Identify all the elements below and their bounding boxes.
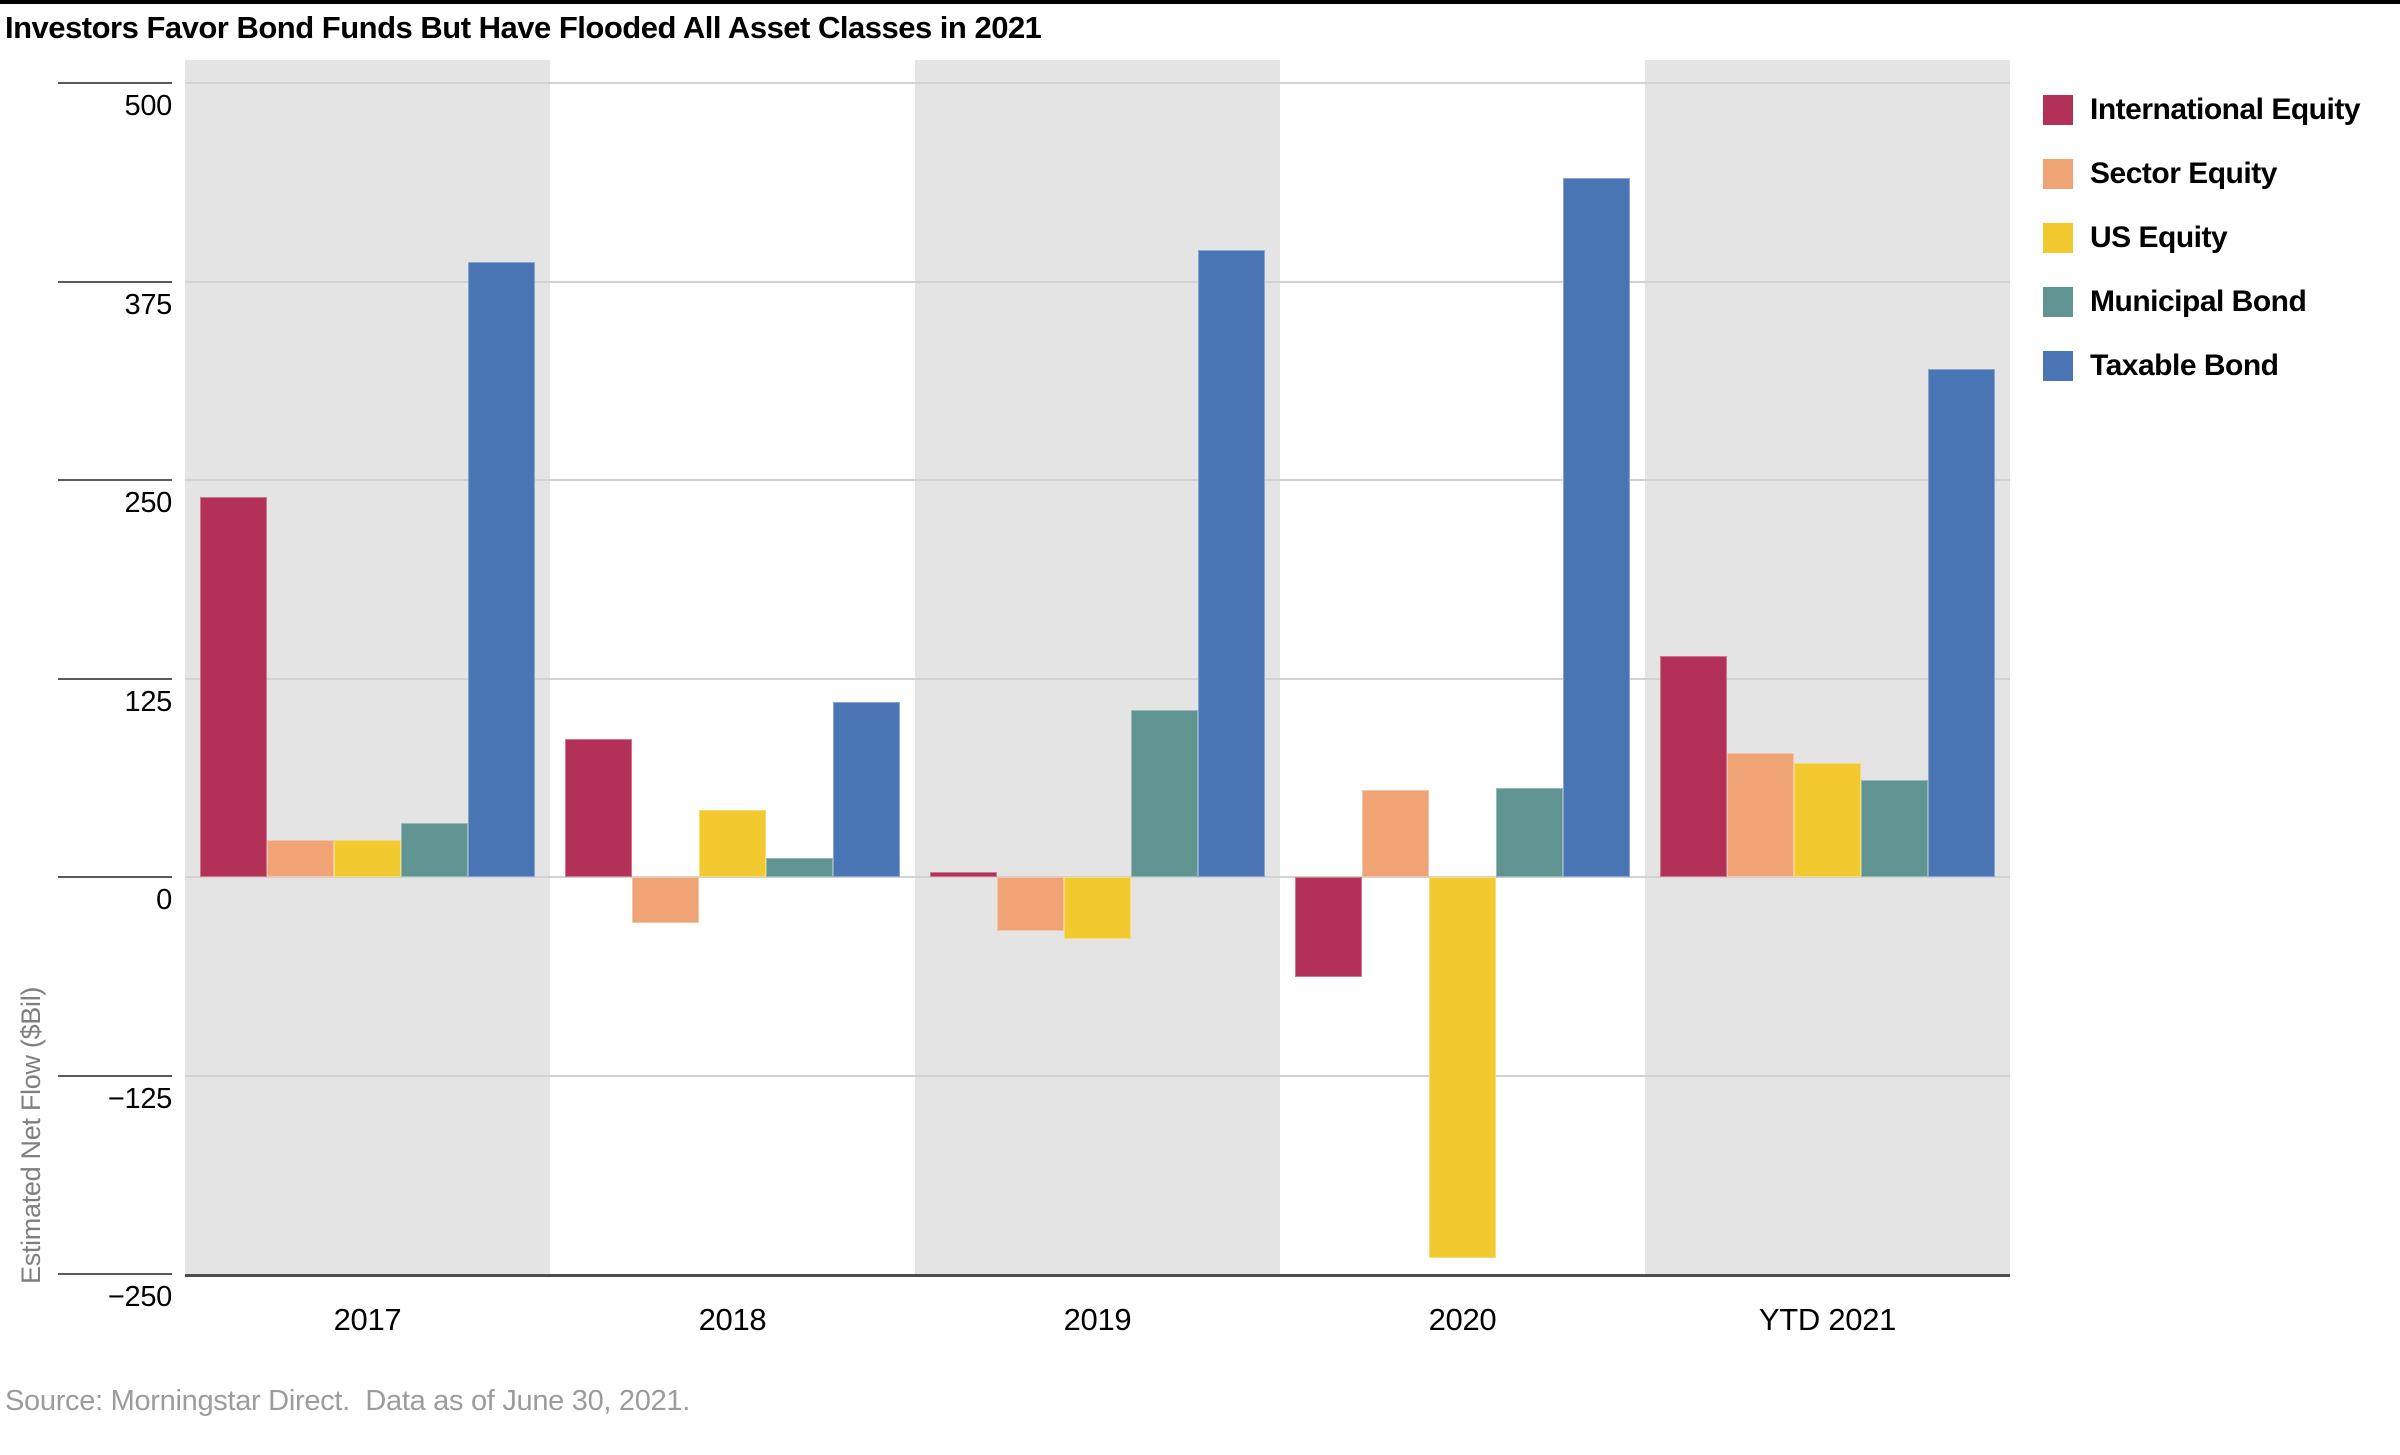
source-note: Source: Morningstar Direct. Data as of J… [5, 1385, 690, 1417]
bar-sector-equity-2018 [632, 877, 699, 924]
legend-item-municipal-bond: Municipal Bond [2043, 285, 2307, 319]
x-label-2019: 2019 [1063, 1302, 1132, 1337]
x-axis-line [185, 1274, 2010, 1277]
legend-item-taxable-bond: Taxable Bond [2043, 349, 2279, 383]
gridline-125 [185, 677, 2010, 680]
bar-municipal-bond-2020 [1496, 788, 1563, 877]
bar-taxable-bond-2018 [833, 702, 900, 877]
bar-sector-equity-2019 [997, 877, 1064, 931]
bar-sector-equity-2020 [1362, 789, 1429, 877]
y-tick-label--125: −125 [107, 1082, 172, 1115]
legend-item-international-equity: International Equity [2043, 93, 2361, 127]
y-tick-0 [58, 876, 172, 878]
legend-swatch-taxable-bond [2043, 351, 2073, 381]
gridline-500 [185, 82, 2010, 84]
legend-label-taxable-bond: Taxable Bond [2090, 349, 2279, 382]
year-band-2018 [550, 60, 915, 1276]
y-tick-500 [58, 82, 172, 84]
legend-label-sector-equity: Sector Equity [2090, 157, 2277, 190]
bar-us-equity-2018 [699, 810, 766, 877]
x-label-2020: 2020 [1428, 1302, 1497, 1337]
bar-international-equity-2018 [565, 738, 632, 877]
top-rule [0, 0, 2400, 4]
bar-taxable-bond-2020 [1563, 178, 1630, 877]
y-tick-label-500: 500 [124, 90, 173, 122]
y-tick-label-250: 250 [124, 487, 173, 519]
plot-area [185, 60, 2010, 1276]
bar-international-equity-2020 [1295, 877, 1362, 978]
bar-us-equity-2019 [1064, 877, 1131, 939]
bar-sector-equity-2017 [267, 840, 334, 877]
legend-item-sector-equity: Sector Equity [2043, 157, 2277, 191]
y-axis: 500 375 250 125 0 −125 −250 [0, 0, 185, 1455]
legend-label-international-equity: International Equity [2090, 93, 2361, 126]
bar-municipal-bond-ytd-2021 [1861, 780, 1928, 877]
bar-taxable-bond-ytd-2021 [1928, 368, 1995, 877]
bar-municipal-bond-2017 [401, 823, 468, 877]
bar-municipal-bond-2019 [1131, 710, 1198, 877]
bar-taxable-bond-2019 [1198, 249, 1265, 877]
y-tick-label--250: −250 [107, 1281, 172, 1313]
legend-item-us-equity: US Equity [2043, 221, 2228, 255]
y-tick--250 [58, 1273, 172, 1275]
x-label-2018: 2018 [698, 1302, 767, 1337]
gridline-250 [185, 479, 2010, 481]
legend-swatch-us-equity [2043, 223, 2073, 253]
legend: International Equity Sector Equity US Equi… [0, 0, 2400, 500]
legend-swatch-sector-equity [2043, 159, 2073, 189]
bar-municipal-bond-2018 [766, 857, 833, 877]
y-tick-375 [58, 280, 172, 283]
bar-us-equity-2017 [334, 840, 401, 877]
bar-sector-equity-ytd-2021 [1727, 753, 1794, 877]
legend-label-us-equity: US Equity [2090, 221, 2228, 254]
y-tick-label-0: 0 [156, 884, 172, 916]
gridline-375 [185, 280, 2010, 283]
x-label-ytd-2021: YTD 2021 [1758, 1302, 1897, 1337]
legend-swatch-municipal-bond [2043, 287, 2073, 317]
bar-taxable-bond-2017 [468, 262, 535, 877]
gridline--125 [185, 1074, 2010, 1077]
legend-label-municipal-bond: Municipal Bond [2090, 285, 2307, 318]
y-tick-label-125: 125 [124, 685, 173, 718]
x-label-2017: 2017 [333, 1302, 402, 1337]
bar-international-equity-ytd-2021 [1660, 656, 1727, 877]
y-tick-125 [58, 677, 172, 680]
y-tick--125 [58, 1074, 172, 1077]
legend-swatch-international-equity [2043, 95, 2073, 125]
bar-us-equity-2020 [1429, 877, 1496, 1259]
bar-international-equity-2019 [930, 872, 997, 877]
chart-title: Investors Favor Bond Funds But Have Floo… [5, 10, 1042, 45]
bar-us-equity-ytd-2021 [1794, 762, 1861, 877]
y-tick-label-375: 375 [124, 288, 173, 321]
bar-international-equity-2017 [200, 497, 267, 877]
y-tick-250 [58, 479, 172, 481]
